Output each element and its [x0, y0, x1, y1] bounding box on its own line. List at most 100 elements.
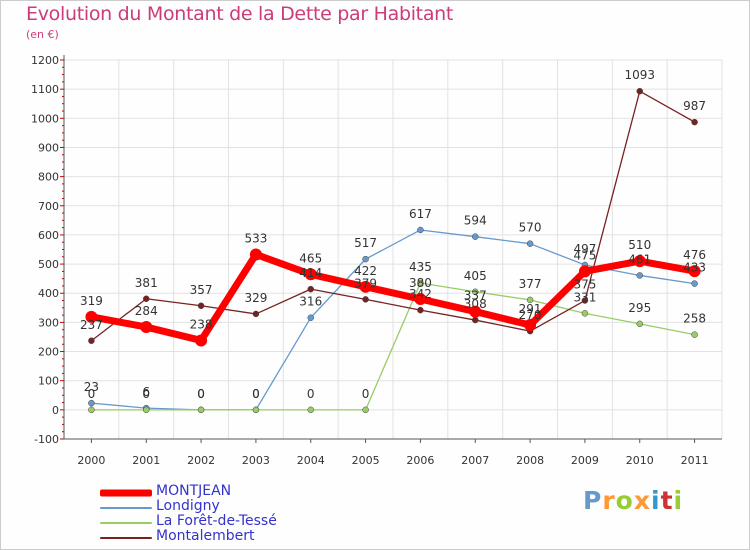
x-tick-label: 2002 [187, 454, 215, 467]
data-label: 533 [244, 231, 267, 245]
data-label: 0 [197, 387, 205, 401]
data-label: 475 [573, 248, 596, 262]
data-label: 316 [299, 295, 322, 309]
brand-letter: i [673, 486, 684, 515]
x-tick-label: 2000 [77, 454, 105, 467]
data-point [526, 240, 534, 247]
data-point [252, 406, 260, 414]
data-point [307, 406, 314, 414]
data-label: 381 [135, 276, 158, 290]
data-point [307, 314, 314, 321]
brand-letter: o [615, 486, 634, 515]
data-label: 237 [80, 318, 103, 332]
x-tick-label: 2008 [516, 454, 544, 467]
data-label: 0 [252, 387, 260, 401]
data-label: 476 [683, 248, 706, 262]
data-point [195, 334, 208, 347]
data-label: 0 [307, 387, 315, 401]
y-tick-label: 700 [38, 200, 59, 213]
data-point [362, 406, 369, 414]
data-point [691, 331, 698, 338]
y-tick-label: 600 [38, 229, 59, 242]
data-point [633, 255, 646, 268]
y-tick-label: 300 [38, 316, 59, 329]
data-point [362, 255, 369, 263]
data-label: 517 [354, 236, 377, 250]
data-label: 422 [354, 264, 377, 278]
legend-label: La Forêt-de-Tessé [156, 513, 277, 529]
x-tick-label: 2011 [681, 454, 709, 467]
data-point [688, 265, 701, 278]
data-label: 987 [683, 99, 706, 113]
data-label: 435 [409, 260, 432, 274]
data-label: 0 [142, 387, 150, 401]
data-point [417, 279, 424, 287]
legend-label: Londigny [156, 498, 220, 514]
y-tick-label: 200 [38, 346, 59, 359]
data-point [472, 288, 479, 296]
data-label: 0 [362, 387, 370, 401]
x-tick-label: 2007 [461, 454, 489, 467]
data-point [88, 406, 95, 414]
data-point [526, 296, 534, 304]
data-label: 380 [409, 276, 432, 290]
y-tick-label: 100 [38, 375, 59, 388]
y-tick-label: 1000 [31, 112, 59, 125]
data-label: 405 [464, 269, 487, 283]
brand-letter: x [633, 486, 651, 515]
data-label: 433 [683, 261, 706, 275]
data-label: 6 [142, 385, 150, 399]
y-tick-label: 500 [38, 258, 59, 271]
x-tick-label: 2009 [571, 454, 599, 467]
data-label: 342 [409, 287, 432, 301]
proxiti-logo: Proxiti [583, 486, 683, 515]
data-point [88, 399, 95, 407]
data-label: 0 [197, 387, 205, 401]
data-label: 23 [84, 380, 99, 394]
x-tick-label: 2003 [242, 454, 270, 467]
legend-swatch [100, 506, 152, 509]
data-point [197, 406, 205, 414]
brand-letter: r [602, 486, 616, 515]
data-point [691, 280, 698, 287]
data-point [88, 337, 95, 345]
data-label: 0 [88, 387, 96, 401]
y-tick-label: 400 [38, 287, 59, 300]
data-point [636, 87, 643, 95]
data-point [85, 310, 98, 323]
data-point [524, 319, 537, 332]
legend-swatch [100, 536, 152, 539]
data-label: 0 [252, 387, 260, 401]
data-point [252, 310, 260, 318]
data-point [469, 305, 482, 318]
data-point [581, 310, 589, 317]
series-line-2 [90, 282, 696, 411]
chart-subtitle: (en €) [26, 28, 59, 41]
data-label: 329 [244, 291, 267, 305]
data-label: 414 [299, 266, 322, 280]
data-point [417, 306, 424, 314]
data-point [578, 265, 591, 278]
data-label: 570 [519, 221, 542, 235]
data-point [249, 248, 262, 261]
data-point [472, 233, 479, 240]
legend-swatch [100, 489, 152, 496]
y-tick-label: 1200 [31, 54, 59, 67]
data-point [636, 272, 643, 279]
data-label: 357 [190, 283, 213, 297]
data-label: 284 [135, 304, 158, 318]
data-point [581, 297, 589, 304]
data-label: 258 [683, 312, 706, 326]
y-tick-label: 800 [38, 171, 59, 184]
x-tick-label: 2010 [626, 454, 654, 467]
x-tick-label: 2004 [297, 454, 325, 467]
y-tick-label: 900 [38, 141, 59, 154]
brand-letter: t [660, 486, 674, 515]
data-label: 497 [573, 242, 596, 256]
data-label: 331 [573, 290, 596, 304]
data-point [143, 295, 150, 303]
data-label: 465 [299, 251, 322, 265]
data-point [140, 321, 153, 334]
